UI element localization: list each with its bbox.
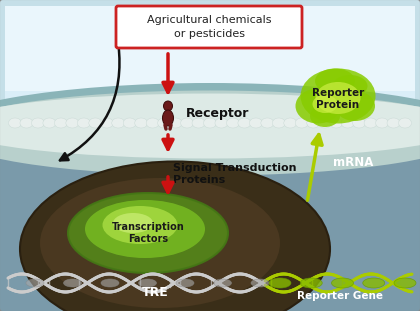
Text: Reporter Gene: Reporter Gene [297, 291, 383, 301]
Ellipse shape [300, 68, 375, 123]
Text: Receptor: Receptor [186, 108, 249, 120]
Ellipse shape [139, 279, 157, 287]
Text: Agricultural chemicals
or pesticides: Agricultural chemicals or pesticides [147, 16, 271, 39]
Text: Signal Transduction
Proteins: Signal Transduction Proteins [173, 163, 297, 185]
Ellipse shape [341, 118, 354, 128]
Ellipse shape [213, 279, 231, 287]
Ellipse shape [226, 118, 239, 128]
Ellipse shape [135, 118, 148, 128]
Ellipse shape [315, 82, 360, 114]
Ellipse shape [204, 118, 216, 128]
Ellipse shape [399, 118, 412, 128]
Ellipse shape [295, 118, 308, 128]
Ellipse shape [192, 118, 205, 128]
Ellipse shape [181, 118, 194, 128]
Ellipse shape [284, 118, 297, 128]
Ellipse shape [238, 118, 251, 128]
FancyArrowPatch shape [60, 44, 120, 160]
Polygon shape [0, 141, 420, 311]
Ellipse shape [353, 118, 366, 128]
Ellipse shape [0, 83, 420, 183]
Text: TRE: TRE [142, 286, 168, 299]
Ellipse shape [54, 118, 67, 128]
Ellipse shape [330, 118, 343, 128]
Ellipse shape [215, 118, 228, 128]
Ellipse shape [112, 118, 125, 128]
Ellipse shape [163, 110, 173, 126]
Text: Reporter
Protein: Reporter Protein [312, 88, 364, 110]
Ellipse shape [296, 89, 341, 123]
Ellipse shape [158, 118, 171, 128]
Ellipse shape [251, 279, 269, 287]
Ellipse shape [163, 101, 173, 111]
Ellipse shape [315, 68, 355, 94]
Ellipse shape [249, 118, 262, 128]
Ellipse shape [363, 278, 385, 288]
Text: Transcription
Factors: Transcription Factors [112, 222, 184, 244]
Ellipse shape [68, 193, 228, 273]
Text: mRNA: mRNA [333, 156, 373, 169]
Ellipse shape [310, 105, 340, 127]
Ellipse shape [20, 161, 330, 311]
Ellipse shape [40, 178, 280, 308]
Ellipse shape [113, 213, 153, 233]
Ellipse shape [269, 278, 291, 288]
Ellipse shape [335, 91, 375, 121]
Ellipse shape [101, 279, 119, 287]
Ellipse shape [77, 118, 90, 128]
Polygon shape [5, 6, 415, 91]
Ellipse shape [8, 118, 21, 128]
Ellipse shape [89, 118, 102, 128]
Ellipse shape [272, 118, 285, 128]
Ellipse shape [300, 278, 322, 288]
Bar [0, 0, 420, 171]
Ellipse shape [375, 118, 389, 128]
Ellipse shape [123, 118, 136, 128]
Ellipse shape [318, 118, 331, 128]
Ellipse shape [26, 279, 44, 287]
Ellipse shape [176, 279, 194, 287]
Ellipse shape [85, 200, 205, 258]
Ellipse shape [146, 118, 159, 128]
Ellipse shape [331, 278, 354, 288]
Ellipse shape [333, 75, 368, 97]
Ellipse shape [0, 91, 420, 175]
Ellipse shape [261, 118, 274, 128]
Ellipse shape [63, 279, 81, 287]
Ellipse shape [307, 118, 320, 128]
Ellipse shape [364, 118, 377, 128]
Ellipse shape [32, 118, 45, 128]
Polygon shape [5, 6, 415, 136]
Ellipse shape [394, 278, 416, 288]
Ellipse shape [66, 118, 79, 128]
Ellipse shape [102, 206, 178, 244]
Ellipse shape [20, 118, 33, 128]
Ellipse shape [169, 118, 182, 128]
Ellipse shape [43, 118, 56, 128]
Ellipse shape [0, 94, 420, 159]
Ellipse shape [312, 95, 338, 113]
Ellipse shape [387, 118, 400, 128]
FancyBboxPatch shape [116, 6, 302, 48]
Ellipse shape [100, 118, 113, 128]
Bar [0, 0, 420, 111]
